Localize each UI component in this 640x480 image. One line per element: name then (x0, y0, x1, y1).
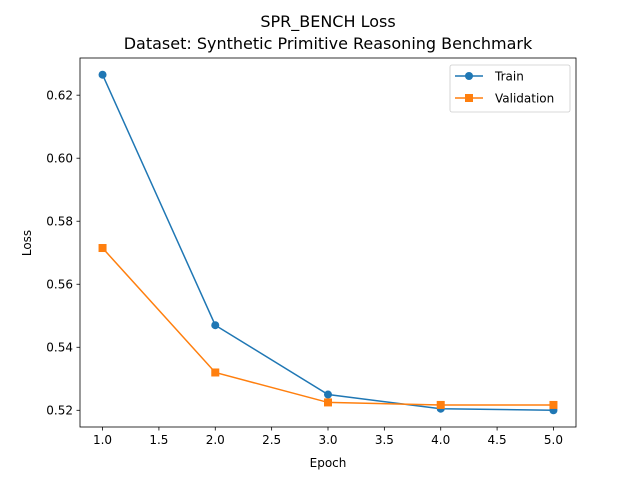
train-point (98, 70, 107, 79)
validation-point (436, 400, 445, 409)
train-point (211, 321, 220, 330)
chart-title: SPR_BENCH Loss (260, 12, 395, 32)
x-tick-label: 3.0 (318, 433, 337, 447)
y-tick-label: 0.58 (46, 215, 73, 229)
y-tick-label: 0.60 (46, 152, 73, 166)
validation-point (549, 400, 558, 409)
x-tick-label: 2.5 (262, 433, 281, 447)
y-tick-label: 0.52 (46, 404, 73, 418)
x-tick-label: 1.5 (149, 433, 168, 447)
validation-point (211, 368, 220, 377)
x-tick-label: 5.0 (544, 433, 563, 447)
x-tick-label: 2.0 (206, 433, 225, 447)
legend-validation-label: Validation (495, 91, 554, 105)
x-tick-label: 4.5 (488, 433, 507, 447)
plot-area (98, 70, 558, 415)
train-point (324, 390, 332, 399)
validation-point (98, 244, 107, 253)
legend-validation-marker (465, 94, 473, 102)
y-tick-label: 0.56 (46, 278, 73, 292)
x-axis: 1.0 1.5 2.0 2.5 3.0 3.5 4.0 4.5 5.0 (93, 427, 563, 447)
x-tick-label: 4.0 (431, 433, 450, 447)
y-axis-label: Loss (20, 230, 34, 256)
y-tick-label: 0.62 (46, 88, 73, 102)
y-axis: 0.52 0.54 0.56 0.58 0.60 0.62 (46, 88, 80, 418)
chart-subtitle: Dataset: Synthetic Primitive Reasoning B… (124, 34, 533, 53)
validation-point (324, 398, 332, 407)
legend: Train Validation (449, 64, 571, 113)
x-tick-label: 1.0 (93, 433, 112, 447)
legend-train-label: Train (494, 69, 524, 83)
x-axis-label: Epoch (310, 456, 347, 470)
legend-train-marker (465, 72, 473, 80)
y-tick-label: 0.54 (46, 341, 73, 355)
x-tick-label: 3.5 (375, 433, 394, 447)
